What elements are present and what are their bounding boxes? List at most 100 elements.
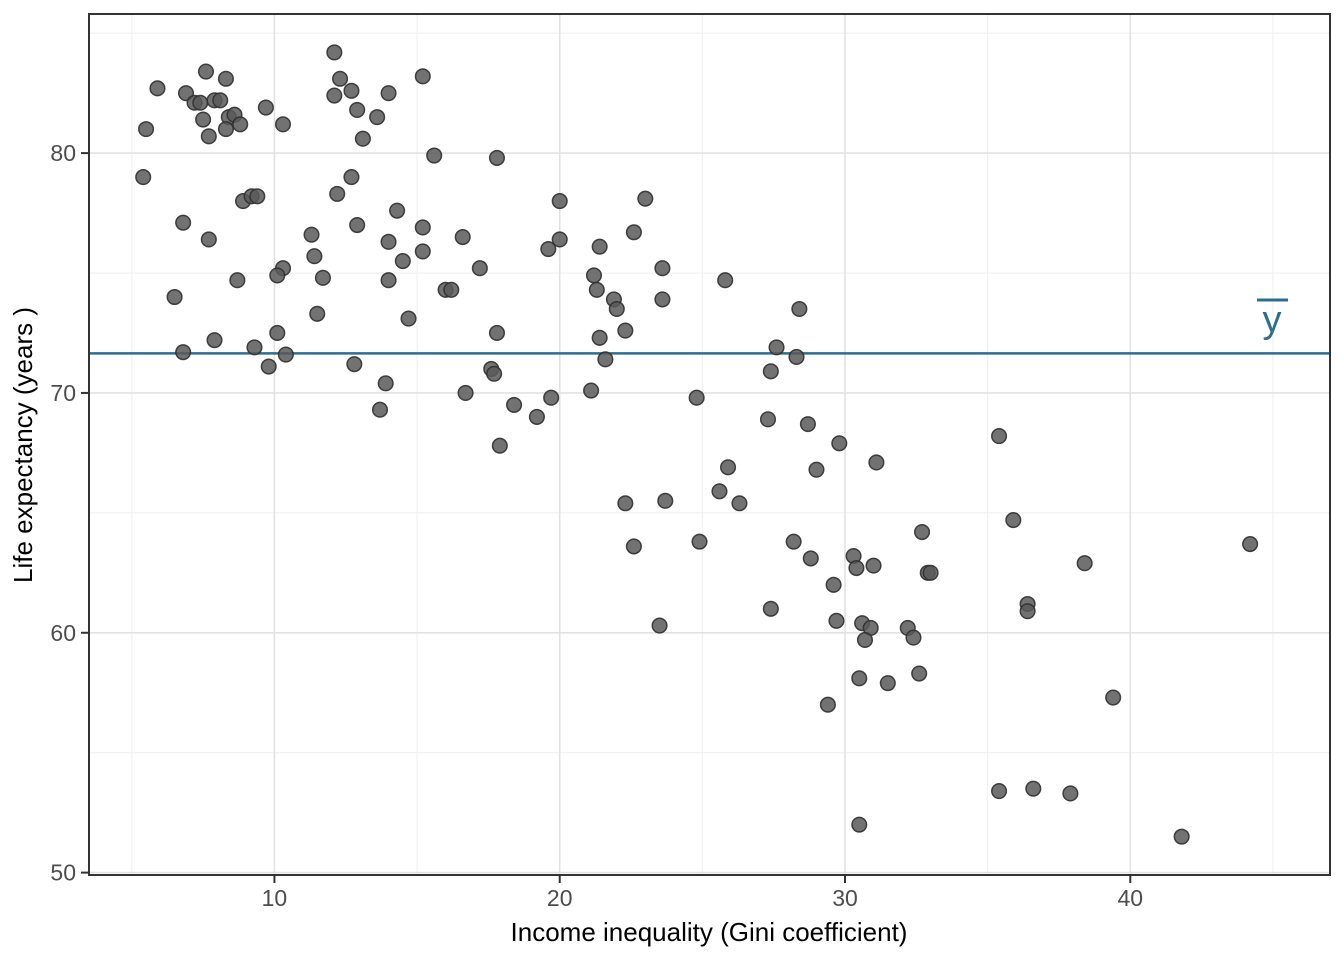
data-point [848, 559, 865, 577]
axis-tick-labels: 10 20 30 40 50 60 70 80 [50, 140, 1143, 911]
data-point [651, 617, 668, 634]
data-point [591, 329, 608, 346]
data-point [200, 231, 217, 248]
data-point [865, 557, 882, 574]
data-point [212, 92, 229, 109]
data-point [274, 116, 292, 133]
data-point [426, 147, 443, 164]
data-point [828, 612, 845, 629]
data-point [617, 322, 634, 339]
data-point [991, 428, 1008, 445]
data-point [625, 224, 642, 241]
data-point [349, 217, 366, 234]
axis-tick-marks [81, 152, 1132, 883]
data-point [851, 816, 868, 833]
data-point [329, 185, 346, 202]
data-point [488, 324, 506, 342]
data-point [879, 675, 896, 692]
data-point [217, 121, 234, 138]
data-point [326, 44, 343, 61]
data-point [175, 344, 192, 361]
data-point [206, 332, 223, 349]
data-point [380, 85, 397, 102]
data-point [414, 243, 431, 260]
data-point [625, 538, 642, 555]
data-point [269, 267, 286, 284]
data-point [1062, 785, 1079, 802]
data-point [654, 260, 671, 277]
x-tick-label: 10 [262, 885, 288, 911]
data-point [657, 492, 674, 509]
data-point [719, 459, 737, 476]
data-point [831, 435, 848, 452]
data-point [371, 401, 389, 418]
data-point [711, 483, 728, 500]
data-point [488, 149, 506, 166]
data-point [799, 416, 816, 433]
data-point [543, 389, 560, 406]
data-point [175, 214, 192, 231]
data-point [491, 437, 508, 454]
data-point [608, 300, 625, 318]
data-point [414, 68, 431, 85]
minor-gridlines [89, 14, 1330, 875]
data-point [791, 300, 808, 318]
data-point [991, 783, 1008, 800]
data-point [454, 228, 471, 246]
data-point [135, 169, 152, 186]
mean-line-label: y [1263, 299, 1282, 341]
data-point [138, 121, 155, 138]
data-point [785, 533, 802, 550]
data-point [343, 169, 360, 186]
data-point [192, 94, 209, 111]
y-tick-label: 80 [50, 140, 76, 166]
data-point [913, 523, 931, 541]
x-tick-label: 40 [1118, 885, 1144, 911]
data-point [583, 382, 600, 399]
data-point [1025, 780, 1042, 797]
data-point [332, 70, 349, 87]
data-point [1076, 555, 1093, 572]
data-point [195, 111, 212, 128]
major-gridlines [89, 14, 1330, 875]
data-point [486, 365, 503, 382]
data-point [197, 63, 215, 80]
x-tick-label: 30 [832, 885, 858, 911]
data-point [759, 411, 777, 428]
data-point [303, 226, 320, 243]
data-point [819, 696, 836, 713]
data-point [856, 631, 874, 649]
data-point [717, 272, 734, 289]
data-point [551, 193, 568, 210]
data-point [1173, 828, 1190, 845]
data-point [1105, 689, 1122, 706]
data-point [768, 339, 785, 356]
data-point [528, 408, 545, 425]
y-tick-label: 50 [50, 860, 76, 886]
data-point [343, 82, 360, 99]
data-point [232, 116, 249, 133]
data-point [217, 70, 234, 87]
data-point [309, 305, 326, 322]
data-points [135, 44, 1259, 845]
mean-line-annotation: y [1257, 298, 1288, 341]
data-point [762, 600, 779, 617]
data-point [200, 128, 217, 145]
data-point [540, 240, 557, 258]
panel-border [88, 13, 1331, 876]
panel-border-rect [88, 13, 1331, 876]
data-point [591, 238, 608, 255]
data-point [414, 219, 431, 236]
data-point [1019, 603, 1036, 620]
data-point [377, 375, 394, 392]
data-point [249, 188, 266, 205]
data-point [269, 324, 286, 342]
x-tick-label: 20 [547, 885, 573, 911]
data-point [229, 272, 246, 289]
data-point [380, 272, 397, 289]
data-point [346, 356, 363, 373]
data-point [277, 346, 294, 363]
data-point [260, 358, 277, 375]
